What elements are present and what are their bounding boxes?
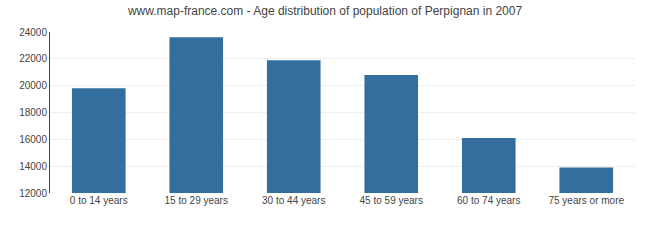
svg-text:75 years or more: 75 years or more (548, 195, 624, 206)
svg-text:22000: 22000 (19, 53, 47, 64)
svg-text:16000: 16000 (19, 134, 47, 145)
svg-text:30 to 44 years: 30 to 44 years (262, 195, 325, 206)
svg-text:45 to 59 years: 45 to 59 years (360, 195, 423, 206)
svg-text:15 to 29 years: 15 to 29 years (165, 195, 228, 206)
svg-text:24000: 24000 (19, 27, 47, 38)
svg-text:www.map-france.com - Age distr: www.map-france.com - Age distribution of… (127, 4, 523, 18)
svg-text:60 to 74 years: 60 to 74 years (457, 195, 520, 206)
svg-text:0 to 14 years: 0 to 14 years (70, 195, 128, 206)
svg-text:20000: 20000 (19, 80, 47, 91)
svg-text:12000: 12000 (19, 188, 47, 199)
svg-text:18000: 18000 (19, 107, 47, 118)
svg-text:14000: 14000 (19, 161, 47, 172)
